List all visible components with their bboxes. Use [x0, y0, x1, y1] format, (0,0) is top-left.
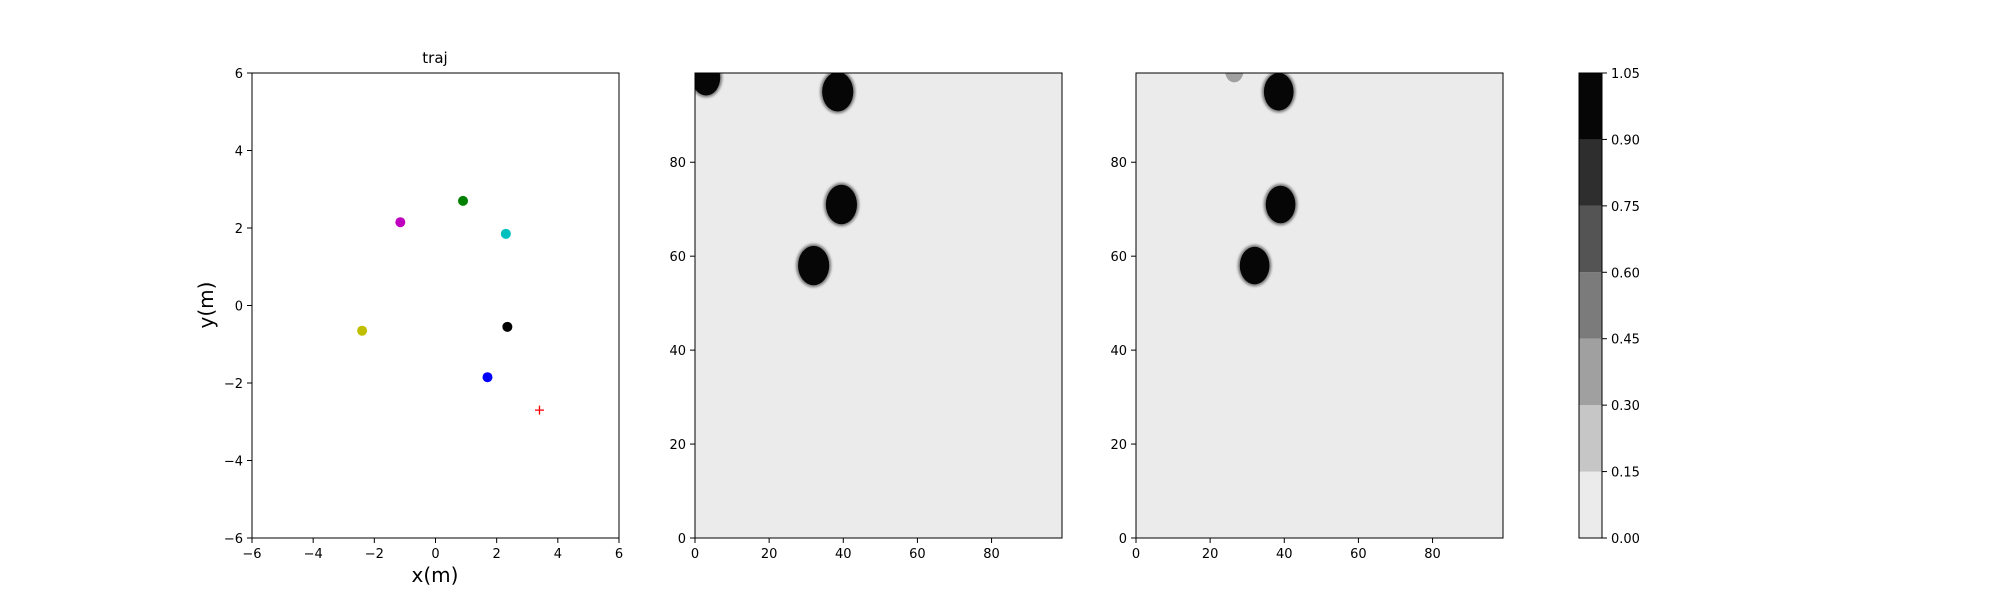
heatmap-2-blobs: [1225, 73, 1298, 287]
agent-point-2: [395, 217, 406, 228]
agent-point-6: [482, 372, 493, 383]
obstacle-blob-4: [1237, 244, 1272, 287]
agent-point-5: [357, 325, 368, 336]
colorbar-band-7: [1579, 73, 1602, 140]
colorbar-tick-label: 0.60: [1611, 266, 1640, 281]
obstacle-blob-2: [820, 73, 856, 114]
heatmap-1-blobs: [695, 73, 859, 288]
x-tick-label: 2: [493, 547, 501, 562]
heatmap-2-x-ticks: 0 20 40 60 80: [1132, 538, 1441, 562]
traj-y-axis-label: y(m): [194, 282, 218, 329]
y-tick-label: 20: [1110, 438, 1127, 453]
y-tick-label: −2: [224, 377, 243, 392]
obstacle-blob-1: [695, 73, 723, 98]
obstacle-blob-3: [823, 182, 859, 227]
y-tick-label: 60: [669, 250, 686, 265]
y-tick-label: 4: [235, 145, 243, 160]
obstacle-blob-3: [1263, 183, 1298, 226]
traj-points: [357, 195, 544, 415]
y-tick-label: 40: [669, 344, 686, 359]
x-tick-label: 60: [909, 547, 926, 562]
occupancy-heatmap-1: 0 20 40 60 80 0 20 40 60 80: [669, 72, 1063, 562]
colorbar-band-3: [1579, 338, 1602, 406]
colorbar-band-5: [1579, 205, 1602, 273]
agent-point-1: [458, 195, 469, 206]
obstacle-blob-4: [796, 243, 832, 288]
traj-x-ticks: −6 −4 −2 0 2 4 6: [242, 538, 623, 562]
x-tick-label: −2: [365, 547, 384, 562]
y-tick-label: 0: [235, 300, 243, 315]
x-tick-label: 40: [1276, 547, 1293, 562]
colorbar: 0.00 0.15 0.30 0.45 0.60 0.75 0.90 1.05: [1578, 67, 1640, 547]
y-tick-label: −6: [224, 532, 243, 547]
heatmap-2-background: [1136, 73, 1503, 538]
y-tick-label: 0: [678, 532, 686, 547]
colorbar-band-1: [1579, 471, 1602, 538]
x-tick-label: 0: [1132, 547, 1140, 562]
x-tick-label: −6: [242, 547, 261, 562]
y-tick-label: 80: [669, 156, 686, 171]
colorbar-tick-label: 0.75: [1611, 200, 1640, 215]
x-tick-label: 80: [983, 547, 1000, 562]
x-tick-label: 20: [1202, 547, 1219, 562]
agent-point-4: [502, 321, 513, 332]
colorbar-tick-label: 0.45: [1611, 333, 1640, 348]
traj-plot-title: traj: [422, 49, 447, 67]
y-tick-label: −4: [224, 455, 243, 470]
x-tick-label: 0: [431, 547, 439, 562]
x-tick-label: 6: [615, 547, 623, 562]
colorbar-tick-label: 0.00: [1611, 532, 1640, 547]
trajectory-scatter-plot: traj −6 −4 −2 0 2 4 6 −6 −4 −2 0 2 4 6 x(m) y(m): [194, 49, 623, 587]
y-tick-label: 6: [235, 67, 243, 82]
obstacle-blob-2: [1261, 73, 1296, 113]
agent-point-3: [500, 228, 511, 239]
traj-x-axis-label: x(m): [412, 563, 459, 587]
colorbar-tick-label: 1.05: [1611, 67, 1640, 82]
x-tick-label: 60: [1350, 547, 1367, 562]
heatmap-2-frame: [1135, 72, 1504, 539]
colorbar-tick-label: 0.30: [1611, 399, 1640, 414]
colorbar-tick-label: 0.15: [1611, 466, 1640, 481]
x-tick-label: 40: [835, 547, 852, 562]
y-tick-label: 2: [235, 222, 243, 237]
heatmap-2-y-ticks: 0 20 40 60 80: [1110, 156, 1136, 547]
obstacle-blob-1: [1225, 73, 1244, 83]
occupancy-heatmap-2: 0 20 40 60 80 0 20 40 60 80: [1110, 72, 1504, 562]
x-tick-label: 80: [1424, 547, 1441, 562]
colorbar-ticks: 0.00 0.15 0.30 0.45 0.60 0.75 0.90 1.05: [1602, 67, 1640, 547]
heatmap-1-y-ticks: 0 20 40 60 80: [669, 156, 695, 547]
colorbar-frame: [1578, 72, 1603, 539]
x-tick-label: 4: [554, 547, 562, 562]
colorbar-band-6: [1579, 139, 1602, 206]
colorbar-tick-label: 0.90: [1611, 133, 1640, 148]
y-tick-label: 80: [1110, 156, 1127, 171]
heatmap-1-x-ticks: 0 20 40 60 80: [691, 538, 1000, 562]
y-tick-label: 0: [1119, 532, 1127, 547]
colorbar-band-4: [1579, 272, 1602, 339]
heatmap-1-background: [695, 73, 1062, 538]
heatmap-1-frame: [694, 72, 1063, 539]
colorbar-bands: [1579, 73, 1602, 538]
x-tick-label: −4: [304, 547, 323, 562]
x-tick-label: 20: [761, 547, 778, 562]
y-tick-label: 60: [1110, 250, 1127, 265]
colorbar-band-2: [1579, 405, 1602, 472]
goal-marker: [534, 405, 544, 415]
x-tick-label: 0: [691, 547, 699, 562]
y-tick-label: 40: [1110, 344, 1127, 359]
y-tick-label: 20: [669, 438, 686, 453]
traj-y-ticks: −6 −4 −2 0 2 4 6: [224, 67, 252, 547]
traj-plot-area: [251, 72, 620, 539]
